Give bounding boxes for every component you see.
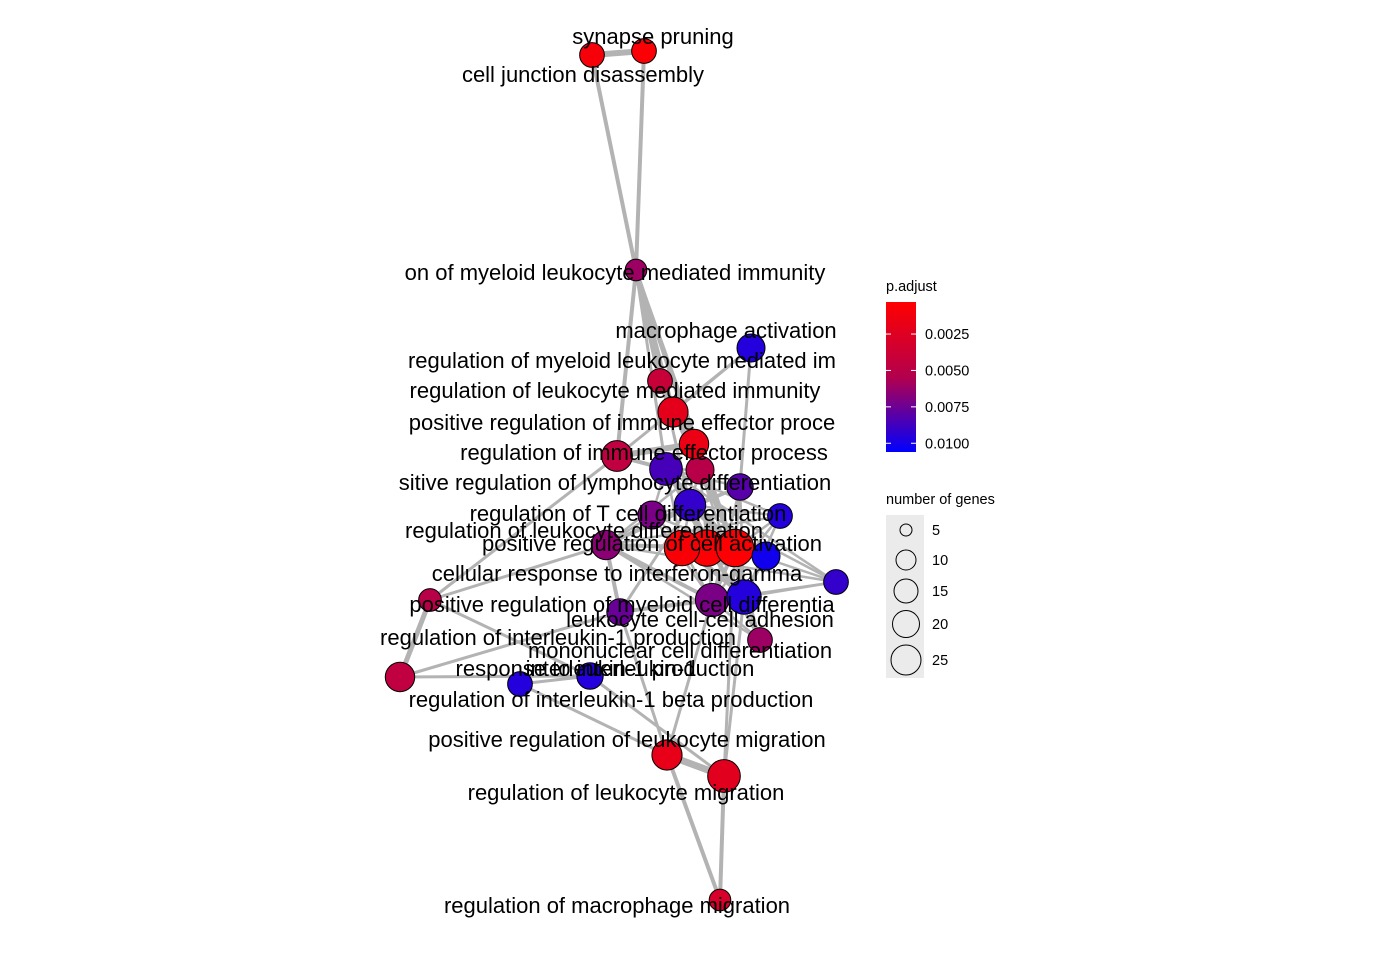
node-label-pos-reg-myeloid-mediated: on of myeloid leukocyte mediated immunit… [405,260,826,285]
color-tick-label: 0.0050 [925,363,969,379]
edge-reg-il1b-production-pos-reg-leukocyte-migration [518,682,669,757]
color-legend-title: p.adjust [886,279,937,295]
hub-node [726,473,754,501]
node-leukocyte-adhesion [726,579,762,615]
node-label-cell-junction-disassembly: cell junction disassembly [462,62,704,87]
node-synapse-pruning [631,38,657,64]
size-key-circle [890,644,922,676]
node-label-response-il1: response to interleukin-1 [456,656,697,681]
network-labels: synapse pruning cell junction disassembly… [380,24,837,918]
node-pos-reg-lymphocyte-diff [649,452,683,486]
node-label-reg-leukocyte-mediated: regulation of leukocyte mediated immunit… [410,378,821,403]
node-cellular-response-ifng [751,541,781,571]
node-label-pos-reg-myeloid-diff: positive regulation of myeloid cell diff… [409,592,835,617]
node-reg-leukocyte-diff [590,529,622,561]
color-legend: p.adjust 0.0025 0.0050 0.0075 0.0100 [886,279,969,452]
size-key-label: 20 [932,617,948,633]
node-label-reg-immune-effector: regulation of immune effector process [460,440,828,465]
node-label-pos-reg-lymphocyte-diff: sitive regulation of lymphocyte differen… [399,470,832,495]
hub-node [823,569,849,595]
size-key-circle [899,523,913,537]
color-tick-label: 0.0075 [925,400,969,416]
hub-node [663,529,701,567]
edge-mononuclear-diff-pos-reg-leukocyte-migration [618,610,669,757]
node-mononuclear-diff [606,598,634,626]
node-label-pos-reg-cell-activation: positive regulation of cell activation [482,531,822,556]
node-reg-leukocyte-mediated [657,396,689,428]
node-label-synapse-pruning: synapse pruning [572,24,733,49]
node-reg-myeloid-mediated [647,368,673,394]
node-label-reg-leukocyte-migration: regulation of leukocyte migration [468,780,785,805]
node-label-reg-macrophage-migration: regulation of macrophage migration [444,893,790,918]
node-reg-leukocyte-migration [707,759,741,793]
node-label-reg-t-cell-diff: regulation of T cell differentiation [470,501,787,526]
node-label-pos-reg-immune-effector: positive regulation of immune effector p… [409,410,835,435]
hub-node [637,500,667,530]
node-reg-t-cell-diff [673,488,707,522]
edge-cell-junction-disassembly-pos-reg-myeloid-mediated [590,53,638,272]
node-macrophage-activation [736,333,766,363]
node-il1-production [576,662,604,690]
core-edge [665,467,837,584]
edge-reg-t-cell-diff-mononuclear-diff [618,503,692,614]
edge-pos-reg-myeloid-mediated-pos-reg-lymphocyte-diff [634,268,668,471]
edge-reg-leukocyte-diff-pos-reg-myeloid-diff [604,543,714,602]
edge-reg-immune-effector-reg-il1-production [428,454,619,602]
node-reg-macrophage-migration [708,888,732,912]
size-key-label: 25 [932,653,948,669]
color-tick-label: 0.0025 [925,327,969,343]
node-label-mononuclear-diff: mononuclear cell differentiation [528,638,832,663]
node-pos-reg-cell-activation [715,528,755,568]
node-pos-reg-leukocyte-migration [651,739,683,771]
core-edge [698,469,746,598]
edge-pos-reg-myeloid-mediated-reg-immune-effector [615,268,638,458]
node-response-il1 [384,661,416,693]
size-key-label: 10 [932,553,948,569]
size-key-circle [895,549,917,571]
node-cell-junction-disassembly [579,42,605,68]
edge-response-il1-mononuclear-diff [398,610,622,679]
edge-il1-production-reg-leukocyte-migration [588,674,726,778]
node-label-il1-production: interleukin-1 production [526,656,755,681]
size-key-circle [893,578,919,604]
node-reg-immune-effector [601,440,633,472]
node-pos-reg-myeloid-mediated [624,258,648,282]
edge-reg-il1-production-il1-production [428,598,592,678]
color-tick-label: 0.0100 [925,436,969,452]
core-edge [605,543,761,642]
node-label-leukocyte-adhesion: leukocyte cell-cell adhesion [566,607,834,632]
hub-node [767,503,793,529]
network-nodes [384,38,849,912]
edge-reg-leukocyte-diff-reg-il1-production [428,543,608,602]
size-key-label: 5 [932,523,940,539]
edge-reg-leukocyte-migration-reg-macrophage-migration [718,774,726,902]
node-reg-il1-production [418,588,442,612]
core-edge [665,467,781,518]
node-label-reg-il1b-production: regulation of interleukin-1 beta product… [409,687,814,712]
node-label-reg-il1-production: regulation of interleukin-1 production [380,625,736,650]
size-key-circle [892,610,920,638]
size-legend-title: number of genes [886,492,995,508]
node-reg-il1b-production [507,671,533,697]
node-pos-reg-immune-effector [678,428,710,460]
size-key-label: 15 [932,584,948,600]
edge-response-il1-il1-production [398,674,592,679]
edge-pos-reg-leukocyte-migration-reg-macrophage-migration [665,753,722,902]
node-label-cellular-response-ifng: cellular response to interferon-gamma [432,561,803,586]
hub-node [747,627,773,653]
core-edge [605,485,741,547]
node-label-reg-leukocyte-diff: regulation of leukocyte differentiation [405,518,763,543]
node-label-reg-myeloid-mediated: regulation of myeloid leukocyte mediated… [408,348,836,373]
node-label-macrophage-activation: macrophage activation [615,318,836,343]
size-legend: number of genes 5 10 15 20 25 [886,492,995,678]
edge-pos-reg-myeloid-diff-pos-reg-leukocyte-migration [665,598,714,757]
edge-synapse-pruning-pos-reg-myeloid-mediated [634,49,646,272]
node-label-pos-reg-leukocyte-migration: positive regulation of leukocyte migrati… [428,727,825,752]
color-bar [886,302,916,452]
